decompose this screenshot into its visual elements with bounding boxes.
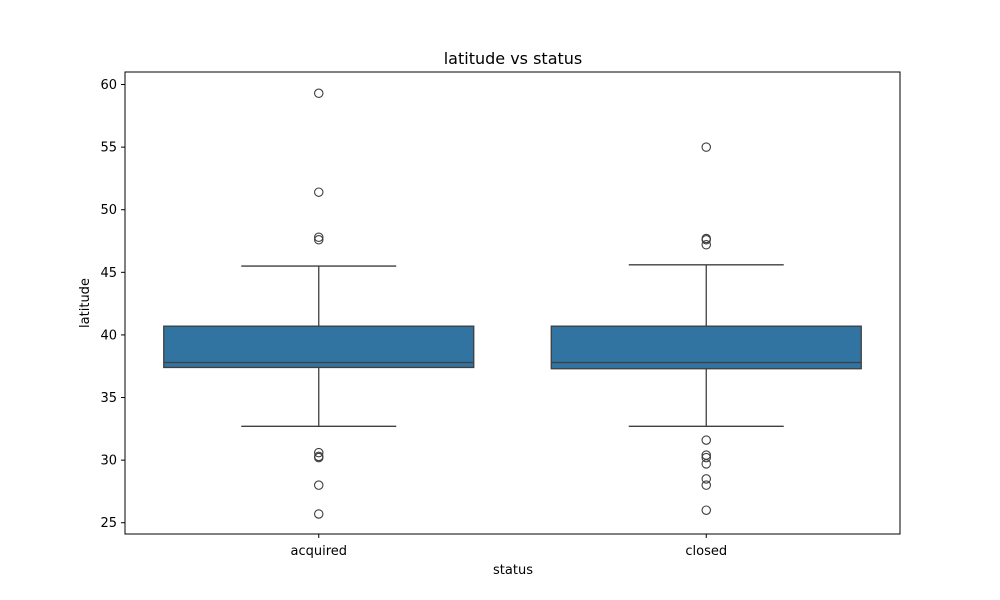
plot-area bbox=[163, 88, 862, 519]
outlier-point bbox=[313, 88, 324, 99]
x-tick-label: acquired bbox=[290, 544, 347, 559]
x-tick-label: closed bbox=[685, 544, 727, 559]
y-axis-label: latitude bbox=[78, 278, 93, 328]
y-tick-label: 35 bbox=[100, 391, 117, 406]
outlier-point bbox=[313, 480, 324, 490]
y-tick-label: 50 bbox=[100, 203, 117, 218]
y-tick-label: 60 bbox=[100, 78, 117, 93]
y-axis: 25 30 35 40 45 50 55 60 bbox=[100, 78, 125, 531]
box-group-closed bbox=[550, 142, 862, 515]
outlier-point bbox=[701, 459, 711, 469]
outlier-point bbox=[313, 447, 324, 458]
outlier-point bbox=[701, 142, 711, 152]
x-axis-label: status bbox=[493, 563, 533, 578]
y-tick-label: 55 bbox=[100, 141, 117, 156]
outlier-point bbox=[701, 240, 711, 250]
outlier-point bbox=[313, 452, 324, 463]
outlier-point bbox=[701, 505, 711, 515]
plot-frame bbox=[124, 71, 901, 535]
outlier-point bbox=[701, 235, 711, 245]
x-axis: acquired closed bbox=[290, 534, 727, 559]
y-tick-label: 30 bbox=[100, 454, 117, 469]
outlier-point bbox=[701, 452, 711, 463]
y-tick-label: 45 bbox=[100, 266, 117, 281]
outlier-point bbox=[701, 480, 711, 490]
outlier-point bbox=[313, 187, 324, 197]
y-tick-label: 40 bbox=[100, 328, 117, 343]
chart-title: latitude vs status bbox=[444, 49, 583, 68]
outlier-point bbox=[313, 232, 324, 243]
y-tick-label: 25 bbox=[100, 516, 117, 531]
outlier-point bbox=[701, 474, 711, 484]
outlier-point bbox=[313, 235, 324, 245]
box-iqr bbox=[550, 325, 862, 370]
outlier-point bbox=[313, 509, 324, 519]
box-group-acquired bbox=[163, 88, 475, 519]
box-iqr bbox=[163, 325, 475, 369]
outlier-point bbox=[701, 435, 711, 445]
